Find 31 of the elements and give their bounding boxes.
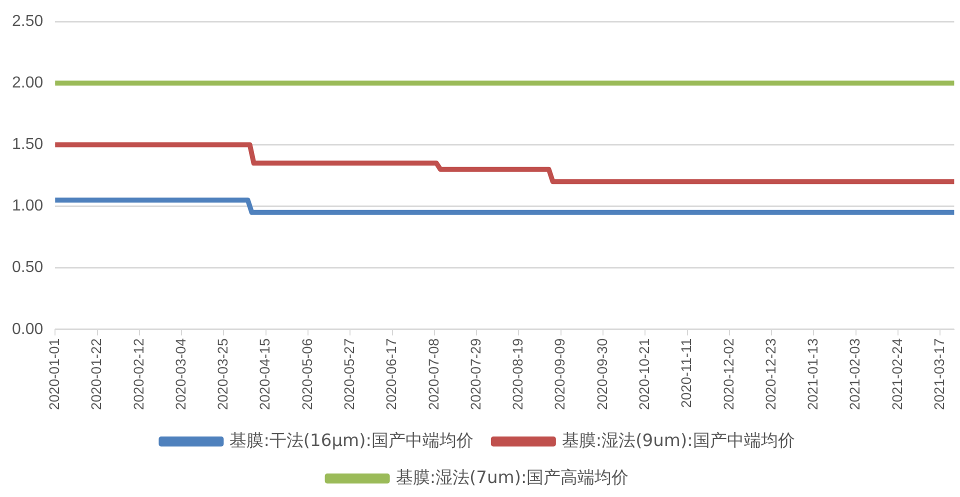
x-tick-label: 2020-05-27 [341, 338, 357, 410]
legend-label: 基膜:湿法(9um):国产中端均价 [562, 430, 795, 451]
y-tick-label: 0.50 [12, 259, 44, 276]
x-tick-label: 2021-01-13 [804, 338, 821, 410]
legend-label: 基膜:湿法(7um):国产高端均价 [396, 468, 629, 488]
legend-label: 基膜:干法(16μm):国产中端均价 [230, 430, 474, 451]
x-tick-label: 2020-07-29 [467, 338, 484, 410]
x-tick-label: 2020-01-01 [46, 338, 62, 410]
y-tick-label: 0.00 [12, 320, 44, 338]
y-tick-label: 1.00 [12, 198, 44, 215]
x-tick-label: 2020-04-15 [256, 338, 273, 410]
y-tick-label: 1.50 [12, 136, 44, 154]
x-tick-label: 2020-03-25 [214, 338, 231, 410]
x-tick-label: 2020-02-12 [130, 338, 146, 410]
x-tick-label: 2020-07-08 [425, 338, 442, 410]
x-tick-label: 2020-05-06 [298, 338, 315, 410]
x-tick-label: 2020-06-17 [383, 338, 400, 410]
x-tick-label: 2020-12-02 [720, 338, 736, 410]
x-tick-label: 2020-11-11 [678, 338, 694, 408]
x-tick-label: 2021-02-24 [888, 338, 905, 410]
x-tick-label: 2020-12-23 [762, 338, 778, 410]
x-tick-label: 2020-03-04 [172, 338, 188, 410]
x-tick-label: 2020-10-21 [636, 338, 652, 410]
y-tick-label: 2.50 [12, 13, 44, 30]
x-tick-label: 2020-08-19 [510, 338, 526, 410]
x-tick-label: 2021-03-17 [930, 338, 947, 410]
x-tick-label: 2020-09-30 [594, 338, 610, 410]
x-tick-label: 2020-01-22 [88, 338, 104, 410]
x-tick-label: 2021-02-03 [846, 338, 863, 410]
y-tick-label: 2.00 [12, 74, 44, 92]
x-tick-label: 2020-09-09 [552, 338, 568, 410]
